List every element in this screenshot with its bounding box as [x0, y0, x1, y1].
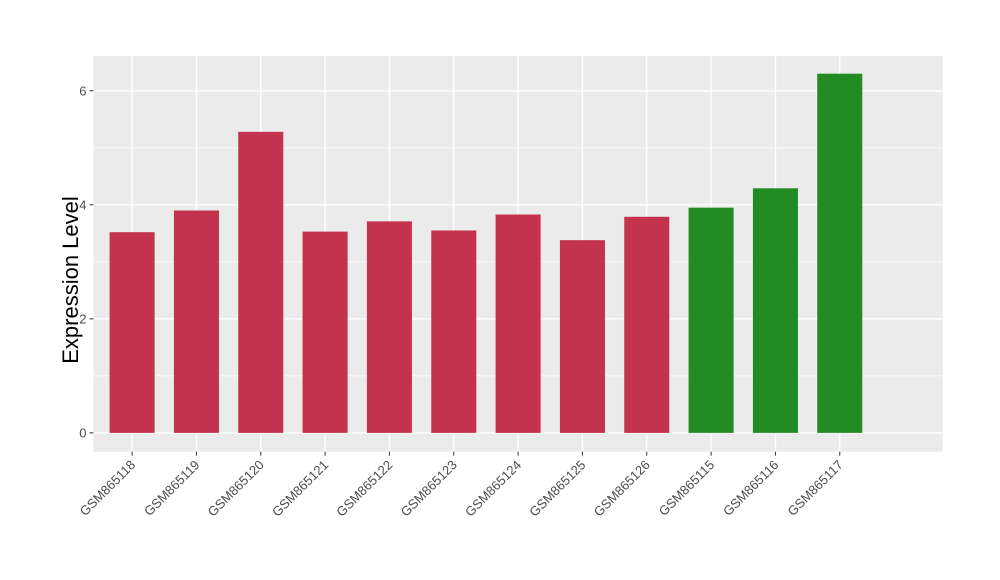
- chart-generated-content: 0 2 4 6 GSM865118 GSM865119 GSM865120 GSM865121…: [77, 56, 943, 519]
- bar-GSM865115: [688, 207, 734, 433]
- bar-GSM865117: [817, 73, 863, 433]
- x-tick-label: GSM865124: [462, 457, 524, 519]
- x-tick-label: GSM865126: [591, 457, 653, 519]
- bar-GSM865124: [495, 214, 541, 433]
- y-tick-label: 0: [79, 425, 86, 440]
- x-tick-label: GSM865116: [720, 457, 782, 519]
- y-tick-label: 4: [79, 197, 86, 212]
- bar-GSM865116: [752, 188, 798, 433]
- y-axis-title: Expression Level: [58, 196, 83, 364]
- x-tick-label: GSM865125: [526, 457, 588, 519]
- bar-GSM865125: [559, 240, 605, 433]
- x-tick-label: GSM865118: [77, 457, 139, 519]
- bar-GSM865121: [302, 231, 348, 433]
- bar-GSM865119: [173, 210, 219, 433]
- bar-GSM865126: [624, 216, 670, 433]
- bar-GSM865118: [109, 232, 155, 433]
- y-tick-label: 6: [79, 83, 86, 98]
- x-tick-label: GSM865122: [333, 457, 395, 519]
- x-tick-label: GSM865121: [269, 457, 331, 519]
- y-tick-label: 2: [79, 311, 86, 326]
- bar-GSM865123: [431, 230, 477, 433]
- x-tick-label: GSM865117: [784, 457, 846, 519]
- x-tick-label: GSM865115: [656, 457, 718, 519]
- x-tick-label: GSM865119: [141, 457, 203, 519]
- x-tick-label: GSM865120: [205, 457, 267, 519]
- bar-GSM865120: [238, 131, 284, 433]
- x-tick-label: GSM865123: [398, 457, 460, 519]
- bar-GSM865122: [366, 221, 412, 433]
